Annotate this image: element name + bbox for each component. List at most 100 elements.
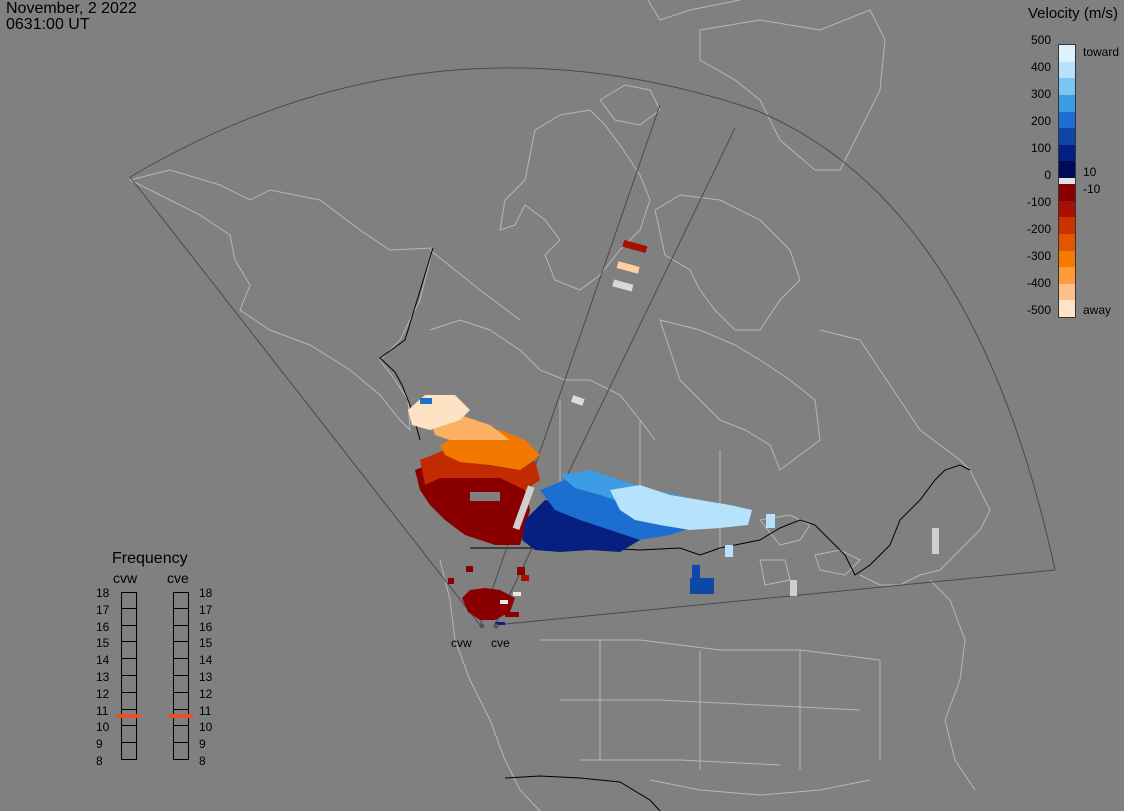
gulf-coast xyxy=(649,779,871,796)
near-red-2 xyxy=(466,566,473,572)
near-radar-scatter xyxy=(448,566,529,625)
pos-threshold-label: 10 xyxy=(1083,165,1097,179)
freq-cell-cvw xyxy=(121,592,137,609)
hudson-bay xyxy=(659,319,821,471)
freq-cell-cve xyxy=(173,625,189,643)
near-red-1 xyxy=(448,578,454,584)
colorbar-segment-away xyxy=(1059,217,1075,234)
freq-cell-cvw xyxy=(121,726,137,744)
freq-level-label-cve: 17 xyxy=(199,602,213,617)
gray-hole xyxy=(470,492,500,501)
freq-selected-marker-cve xyxy=(169,714,193,719)
velocity-tick-label: 200 xyxy=(1030,114,1051,128)
neg-threshold-label: -10 xyxy=(1083,182,1101,196)
colorbar-segment-toward xyxy=(1059,161,1075,178)
freq-col-title-cvw: cvw xyxy=(113,570,138,586)
mid-return-gray xyxy=(570,395,585,406)
freq-cell-cvw xyxy=(121,692,137,710)
freq-cell-cvw xyxy=(121,659,137,676)
colorbar-segment-toward xyxy=(1059,61,1075,79)
freq-level-label-cve: 13 xyxy=(199,670,213,684)
velocity-tick-label: 300 xyxy=(1030,87,1051,101)
freq-level-label-cve: 10 xyxy=(199,720,213,735)
freq-level-label-cvw: 14 xyxy=(96,653,110,668)
near-red-3 xyxy=(517,567,525,575)
freq-level-label-cve: 14 xyxy=(199,653,213,668)
scatter-navy xyxy=(522,500,640,552)
freq-col-title-cve: cve xyxy=(167,570,189,586)
velocity-tick-label: -300 xyxy=(1026,249,1051,263)
far-return-red xyxy=(622,239,648,253)
freq-level-label-cve: 8 xyxy=(199,754,206,768)
velocity-tick-label: -100 xyxy=(1026,195,1051,209)
colorbar-segment-away xyxy=(1059,267,1075,284)
freq-cell-cvw xyxy=(121,608,137,626)
beam-gray-strip xyxy=(512,485,535,531)
freq-level-label-cvw: 17 xyxy=(96,602,110,617)
freq-cell-cvw xyxy=(121,625,137,643)
velocity-tick-label: 0 xyxy=(1044,168,1051,182)
freq-level-label-cvw: 12 xyxy=(96,686,110,701)
velocity-tick-label: -200 xyxy=(1026,222,1051,236)
freq-cell-cvw xyxy=(121,676,137,693)
labrador-coast xyxy=(819,329,991,586)
freq-cell-cve xyxy=(173,592,189,609)
freq-level-label-cve: 15 xyxy=(199,636,213,651)
scatter-west-darkred xyxy=(415,460,530,545)
freq-cell-cve xyxy=(173,608,189,626)
freq-level-label-cvw: 15 xyxy=(96,636,110,651)
toward-label: toward xyxy=(1083,45,1120,59)
fov-left-edge xyxy=(129,176,481,626)
scatter-away xyxy=(408,239,648,545)
freq-cell-cvw xyxy=(121,743,137,760)
velocity-colorbar xyxy=(1058,44,1076,318)
site-label-cvw: cvw xyxy=(451,636,472,650)
radar-sites xyxy=(479,623,499,629)
velocity-scale-title: Velocity (m/s) xyxy=(1027,5,1118,22)
site-label-cve: cve xyxy=(491,636,510,650)
colorbar-segment-toward xyxy=(1059,144,1075,162)
scatter-toward xyxy=(420,398,939,596)
colorbar-segment-toward xyxy=(1059,128,1075,145)
freq-cell-cve xyxy=(173,642,189,660)
far-return-peach xyxy=(616,261,640,274)
colorbar-segment-away xyxy=(1059,300,1075,317)
date-label: November, 2 2022 xyxy=(6,0,137,17)
freq-level-label-cve: 9 xyxy=(199,737,206,752)
site-marker-cvw xyxy=(479,623,485,629)
coastlines xyxy=(128,0,991,811)
colorbar-segment-away xyxy=(1059,184,1075,201)
canada-prov-lines xyxy=(429,249,721,550)
freq-level-label-cve: 16 xyxy=(199,619,213,634)
near-fan-red xyxy=(462,588,515,620)
far-return-gray xyxy=(612,279,634,292)
colorbar-segment-toward xyxy=(1059,111,1075,129)
time-label: 0631:00 UT xyxy=(6,16,90,33)
fov-right-edge xyxy=(494,569,1056,626)
scatter-gray-east xyxy=(790,580,797,596)
velocity-tick-label: -500 xyxy=(1026,303,1051,317)
colorbar-segment-toward xyxy=(1059,45,1075,62)
greenland-coast xyxy=(647,0,886,171)
colorbar-segment-away xyxy=(1059,283,1075,301)
freq-cell-cve xyxy=(173,692,189,710)
colorbar-segment-away xyxy=(1059,233,1075,251)
freq-level-label-cvw: 8 xyxy=(96,754,103,768)
near-red-5 xyxy=(505,612,519,617)
freq-level-label-cve: 12 xyxy=(199,686,213,701)
near-blue-1 xyxy=(495,622,505,625)
us-canada-border xyxy=(470,464,971,576)
freq-level-label-cvw: 11 xyxy=(96,703,109,718)
near-red-4 xyxy=(521,575,529,581)
colorbar-segment-away xyxy=(1059,200,1075,218)
scatter-light-blue xyxy=(610,485,752,530)
freq-cell-cve xyxy=(173,676,189,693)
us-states xyxy=(540,639,881,770)
freq-level-label-cve: 18 xyxy=(199,586,213,600)
frequency-title: Frequency xyxy=(112,550,188,567)
baffin-island xyxy=(654,194,801,331)
fov-arc xyxy=(129,67,1056,571)
velocity-tick-label: 100 xyxy=(1030,141,1051,155)
